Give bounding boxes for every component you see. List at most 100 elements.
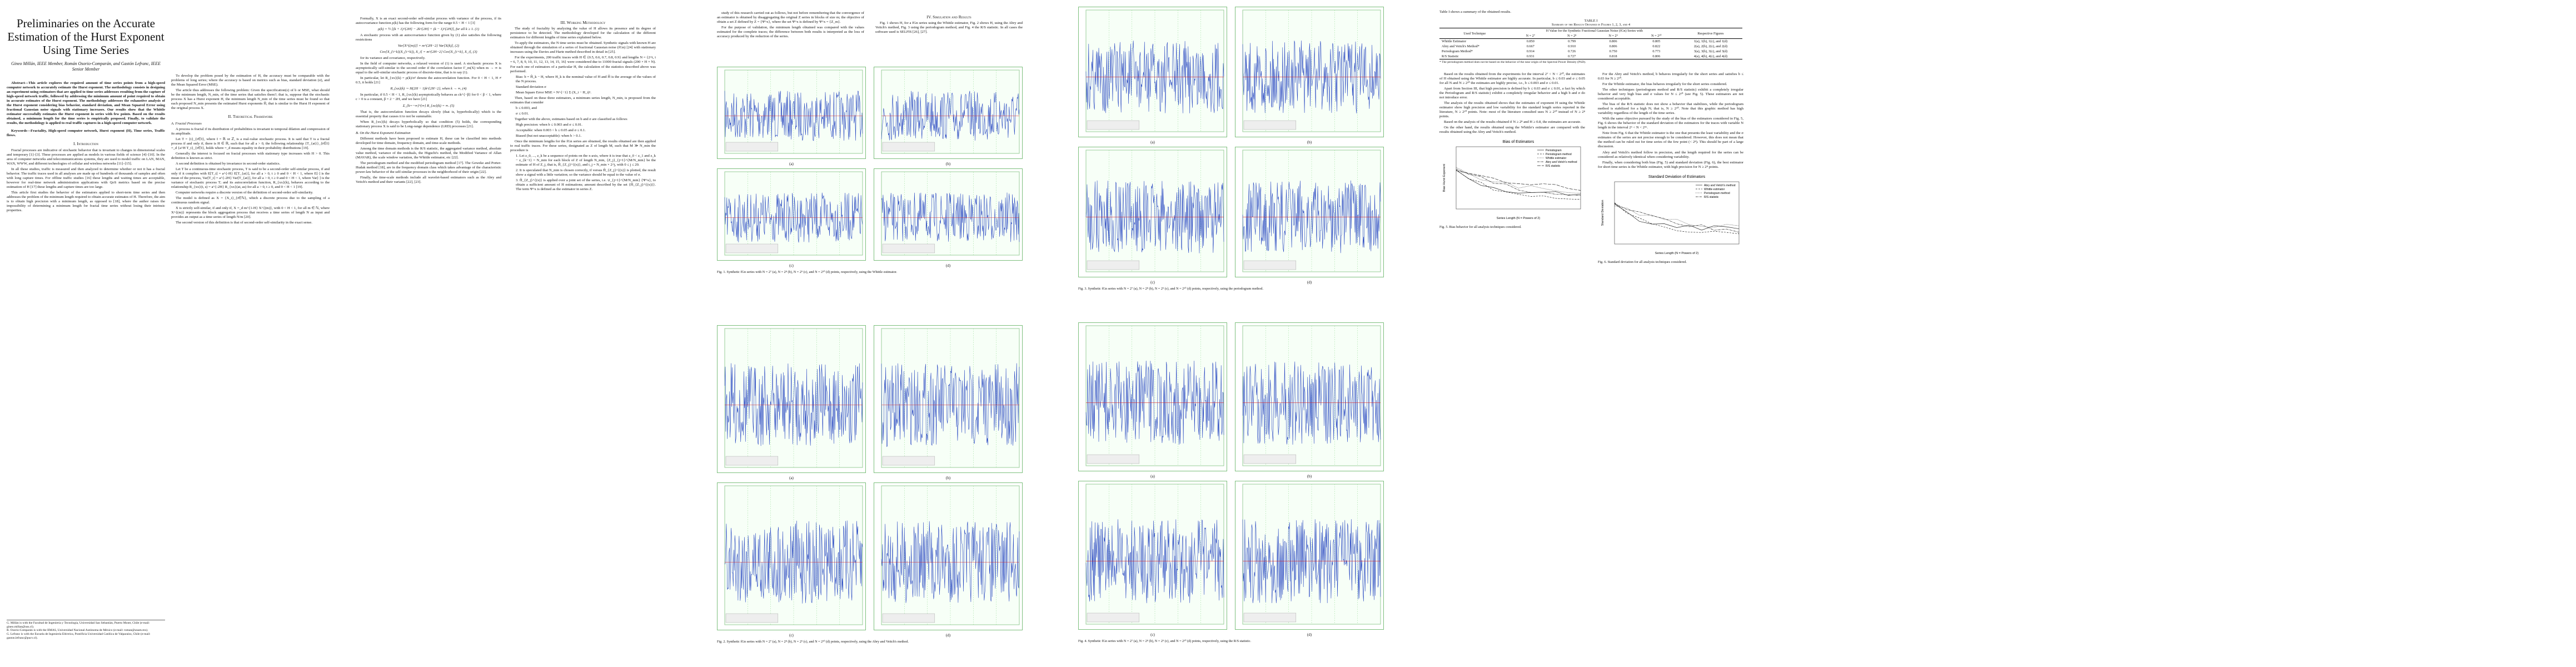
figure-panel: (b): [874, 67, 1023, 166]
text: Among the time domain methods is the R/S…: [356, 146, 501, 160]
text: In particular, let R_{xx}(k) = ρ(k)/σ² d…: [356, 76, 501, 85]
table-cell: 0.914: [1526, 49, 1534, 53]
text: To develop the problem posed by the esti…: [171, 74, 330, 87]
y-axis-label: Standard Deviation: [1601, 200, 1605, 226]
figure-panel: (b): [874, 325, 1023, 480]
text-column: To develop the problem posed by the esti…: [171, 74, 330, 226]
plot-image: [1078, 322, 1227, 471]
plot-inset: [725, 142, 779, 152]
plot-inset: [1243, 454, 1297, 464]
plot-trace: [1242, 519, 1381, 604]
keywords: Keywords—Fractality, High-speed computer…: [7, 129, 165, 138]
panel-label: (c): [789, 263, 794, 268]
plot-trace: [881, 91, 1020, 141]
figure-panel: (c): [717, 168, 866, 268]
list: σ ≤ 0.01.: [516, 111, 529, 116]
text: The article thus addresses the following…: [171, 88, 330, 111]
figure-panel: (d): [1235, 481, 1384, 637]
figure-panel: (a): [1078, 7, 1227, 145]
figure: Standard Deviation of Estimators Series L…: [1598, 173, 1743, 264]
legend-label: Periodogram method: [1704, 192, 1730, 195]
plot-trace: [881, 363, 1020, 447]
text-column: III. Working Methodology The study of fra…: [510, 17, 656, 193]
figure-panel: (d): [874, 168, 1023, 268]
figure-caption: Fig. 5. Bias behavior for all analysis t…: [1439, 225, 1522, 230]
subheading: A. Fractal Processes: [171, 121, 202, 126]
figure-panel: (c): [717, 482, 866, 638]
equation: R_{xx}(k) ∼ H(2H − 1)k^{2H−2}, when k → …: [390, 87, 467, 91]
legend-label: R/S statistic: [1704, 196, 1719, 199]
figure-caption: Fig. 2. Synthetic fGn series with N = 2⁷…: [717, 640, 909, 644]
legend-label: Periodogram: [1546, 149, 1562, 152]
table-cell: 0.818: [1609, 54, 1617, 58]
table-cell: 0.806: [1652, 54, 1661, 58]
table-label: TABLE I: [1584, 19, 1598, 23]
panel-label: (c): [789, 633, 794, 638]
table-cell: 1(a), 1(b), 1(c), and 1(d): [1693, 39, 1728, 43]
figure-caption: Fig. 4. Synthetic fGn series with N = 2⁷…: [1078, 639, 1252, 643]
authors: Gineo Millán, IEEE Member, Román Osorio-…: [11, 61, 161, 72]
plot-image: [874, 168, 1023, 261]
axes-frame: [1614, 181, 1740, 244]
table-cell: R/S Statistic: [1442, 54, 1459, 58]
table-cell: 0.773: [1652, 49, 1661, 53]
table-block: TABLE I Summary of the Results Obtained i…: [1439, 19, 1742, 64]
chart-curve: [1456, 171, 1581, 191]
figure: (a) (b) (c) (d) Fig. 3. Synthetic fGn series…: [1078, 7, 1384, 291]
plot-trace: [1085, 180, 1224, 253]
text-column: Based on the results obtained from the e…: [1439, 72, 1585, 233]
list: 3. Ĥ_{Z_j}^{(x)} is applied over a joint…: [516, 178, 656, 192]
figure-panel: (d): [874, 482, 1023, 638]
text: Fractal processes are indicative of stoc…: [7, 148, 165, 166]
chart-title: Standard Deviation of Estimators: [1648, 175, 1706, 179]
chart-curve: [1614, 203, 1740, 230]
text: Finally, the time-scale methods include …: [356, 175, 501, 184]
text: Then, based on these three estimators, a…: [510, 96, 656, 104]
footnote: G. Lefranc is with the Escuela de Ingeni…: [7, 633, 151, 640]
figure-panel: (a): [1078, 322, 1227, 479]
table-header: Used Technique H Value for the Synthetic …: [1439, 28, 1742, 36]
text: The bias of the R/S statistic does not s…: [1598, 102, 1743, 116]
text: A second definition is obtained by invar…: [176, 161, 281, 166]
plot-inset: [1087, 454, 1140, 464]
figure: Bias of Estimators Series Length (N = Pow…: [1439, 138, 1585, 229]
plot-inset: [725, 243, 779, 253]
table-row: Whittle Estimator 0.850 0.799 0.806 0.805 1(a…: [1439, 39, 1742, 44]
panel-label: (d): [945, 263, 951, 268]
plot-trace: [1242, 361, 1381, 445]
x-axis-label: Series Length (N = Powers of 2): [1497, 217, 1541, 220]
panel-label: (a): [789, 476, 794, 480]
text: For the Whittle estimator, the bias beha…: [1602, 82, 1727, 87]
list: b ≤ 0.003, and: [516, 106, 537, 110]
table-title: Summary of the Results Obtained in Figur…: [1551, 23, 1631, 27]
text: In the field of computer networks, a rel…: [356, 62, 501, 75]
axes-frame: [1456, 147, 1581, 210]
text: Based on the results obtained from the e…: [1439, 72, 1585, 86]
header-cell: Respective Figures: [1697, 31, 1724, 36]
plot-inset: [882, 142, 935, 152]
table-cell: 0.750: [1609, 49, 1617, 53]
text-column: Formally, X is an exact second-order sel…: [356, 17, 501, 186]
table-cell: 0.806: [1609, 44, 1617, 48]
footnote: R. Osorio-Comparán is with the IIMAS, Un…: [7, 629, 148, 633]
text: Different methods have been proposed to …: [356, 136, 501, 145]
panel-label: (b): [1307, 474, 1312, 479]
plot-inset: [725, 613, 779, 623]
text-column: Preliminaries on the Accurate Estimation…: [7, 11, 165, 214]
figure-panel: (d): [1235, 147, 1384, 285]
figure-panel: (b): [1235, 322, 1384, 479]
subheader-cell: N = 2⁹: [1608, 34, 1618, 38]
plot-area: [724, 69, 863, 154]
plot-image: [874, 325, 1023, 473]
panel-label: (a): [1150, 140, 1155, 145]
list: Acceptable: when 0.003 < b ≤ 0.05 and σ …: [516, 128, 586, 132]
figure-panel: (a): [717, 325, 866, 480]
figure: (a) (b) (c) (d) Fig. 1. Synthetic fGn series…: [717, 67, 1023, 274]
table-cell: 0.805: [1652, 39, 1661, 43]
plot-trace: [724, 520, 863, 604]
plot-trace: [1085, 519, 1224, 604]
figure-panel: (c): [1078, 147, 1227, 285]
figure-caption: Fig. 3. Synthetic fGn series with N = 2⁷…: [1078, 287, 1263, 291]
panel-label: (c): [1150, 633, 1155, 637]
